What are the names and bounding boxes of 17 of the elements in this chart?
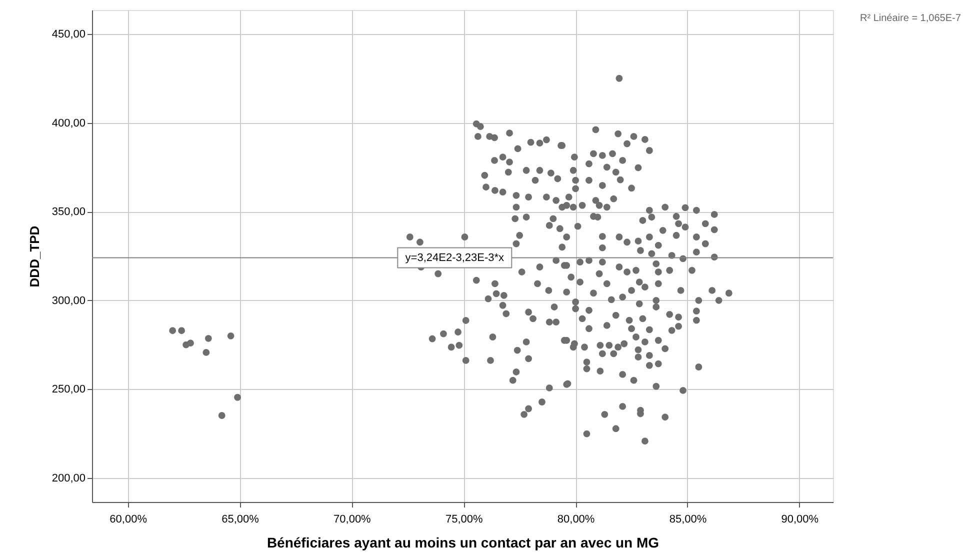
x-axis-title: Bénéficiares ayant au moins un contact par an avec un MG — [266, 534, 660, 550]
x-tick-label: 70,00% — [334, 514, 372, 526]
x-tick-label: 85,00% — [669, 514, 707, 526]
x-tick-label: 75,00% — [445, 514, 483, 526]
y-tick-label: 400,00 — [52, 117, 86, 130]
annotation: y=3,24E2-3,23E-3*x — [405, 252, 505, 264]
y-tick-label: 250,00 — [52, 384, 86, 396]
y-tick-label: 200,00 — [52, 472, 86, 485]
x-tick-label: 60,00% — [110, 514, 148, 526]
x-tick-label: 80,00% — [557, 514, 595, 526]
text: R² Linéaire = 1,065E-7 — [860, 13, 962, 24]
x-tick-label: 65,00% — [222, 514, 260, 526]
y-tick-label: 350,00 — [52, 206, 86, 218]
y-tick-label: 450,00 — [52, 28, 86, 40]
y-tick-label: 300,00 — [52, 294, 86, 307]
y-axis-title: DDD_TPD — [26, 226, 42, 288]
x-tick-label: 90,00% — [781, 514, 819, 526]
